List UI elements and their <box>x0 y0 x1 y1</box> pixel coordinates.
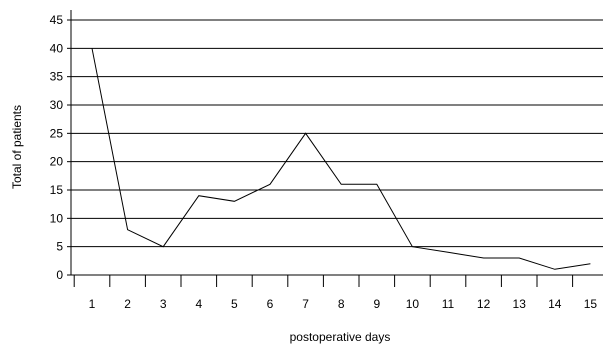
x-tick-label-6: 6 <box>267 297 274 311</box>
x-tick-label-14: 14 <box>548 297 562 311</box>
x-tick-label-3: 3 <box>160 297 167 311</box>
y-tick-label-20: 20 <box>50 155 64 169</box>
y-tick-label-0: 0 <box>56 268 63 282</box>
x-tick-label-10: 10 <box>406 297 420 311</box>
axes <box>67 10 603 287</box>
x-tick-label-7: 7 <box>302 297 309 311</box>
x-tick-label-2: 2 <box>124 297 131 311</box>
x-tick-label-12: 12 <box>477 297 491 311</box>
x-tick-label-1: 1 <box>89 297 96 311</box>
x-tick-label-5: 5 <box>231 297 238 311</box>
x-tick-label-8: 8 <box>338 297 345 311</box>
x-tick-label-11: 11 <box>442 297 455 311</box>
y-tick-label-25: 25 <box>50 126 64 140</box>
x-axis-label: postoperative days <box>290 330 391 344</box>
x-tick-label-4: 4 <box>195 297 202 311</box>
y-tick-label-30: 30 <box>50 98 64 112</box>
x-tick-label-15: 15 <box>584 297 598 311</box>
gridlines <box>71 20 603 247</box>
y-tick-label-5: 5 <box>56 240 63 254</box>
y-tick-label-40: 40 <box>50 41 64 55</box>
series <box>92 48 590 269</box>
x-tick-label-9: 9 <box>373 297 380 311</box>
y-tick-label-10: 10 <box>50 211 64 225</box>
series-line-0 <box>92 48 590 269</box>
y-tick-label-35: 35 <box>50 70 64 84</box>
x-tick-label-13: 13 <box>513 297 527 311</box>
y-axis-label: Total of patients <box>10 105 24 189</box>
y-tick-label-45: 45 <box>50 13 64 27</box>
y-tick-label-15: 15 <box>50 183 64 197</box>
